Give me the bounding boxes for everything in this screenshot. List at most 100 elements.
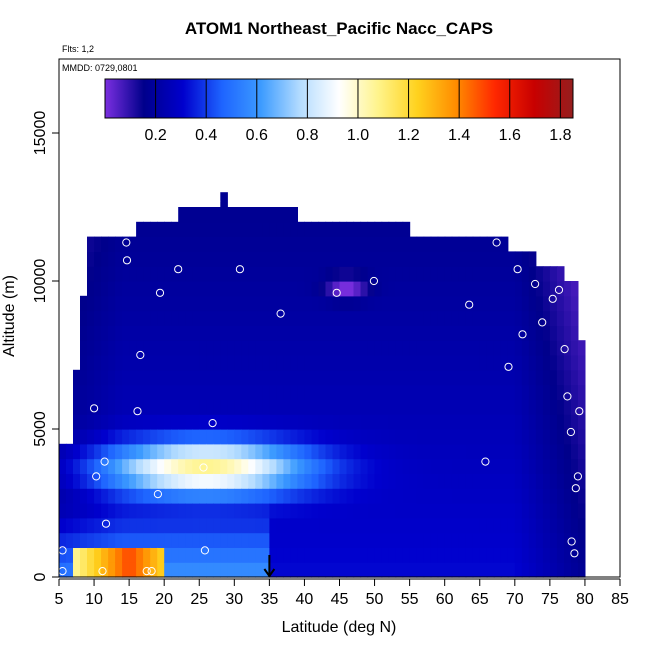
sample-point: [142, 567, 151, 576]
heatmap-cell: [374, 266, 383, 282]
heatmap-cell: [549, 281, 558, 297]
heatmap-cell: [220, 503, 228, 519]
heatmap-cell: [325, 325, 334, 341]
heatmap-cell: [451, 355, 460, 371]
heatmap-cell: [150, 340, 158, 356]
heatmap-cell: [493, 236, 502, 252]
heatmap-cell: [157, 562, 165, 578]
heatmap-cell: [136, 399, 144, 415]
heatmap-cell: [269, 458, 277, 474]
heatmap-cell: [570, 369, 579, 386]
heatmap-cell: [486, 251, 495, 267]
heatmap-cell: [276, 369, 284, 386]
heatmap-cell: [206, 355, 214, 371]
heatmap-cell: [325, 473, 334, 489]
heatmap-cell: [122, 488, 130, 504]
heatmap-cell: [409, 369, 418, 386]
heatmap-cell: [430, 458, 439, 474]
heatmap-cell: [381, 295, 390, 312]
heatmap-cell: [360, 429, 369, 445]
heatmap-cell: [136, 236, 144, 252]
heatmap-cell: [339, 547, 348, 563]
heatmap-cell: [136, 384, 144, 400]
heatmap-cell: [493, 295, 502, 312]
heatmap-cell: [437, 310, 446, 326]
heatmap-cell: [416, 251, 425, 267]
heatmap-cell: [423, 503, 432, 519]
heatmap-cell: [549, 458, 558, 474]
heatmap-cell: [290, 517, 298, 534]
heatmap-cell: [437, 325, 446, 341]
heatmap-cell: [367, 310, 376, 326]
heatmap-cell: [101, 517, 109, 534]
heatmap-cell: [234, 236, 242, 252]
heatmap-cell: [388, 236, 397, 252]
heatmap-cell: [528, 399, 537, 415]
heatmap-cell: [220, 443, 228, 460]
heatmap-cell: [136, 429, 144, 445]
heatmap-cell: [395, 443, 404, 460]
heatmap-cell: [570, 399, 579, 415]
heatmap-cell: [234, 384, 242, 400]
heatmap-cell: [206, 547, 214, 563]
heatmap-cell: [185, 562, 193, 578]
heatmap-cell: [171, 562, 179, 578]
heatmap-cell: [304, 295, 312, 312]
heatmap-cell: [437, 340, 446, 356]
heatmap-cell: [192, 207, 200, 223]
heatmap-cell: [227, 355, 235, 371]
heatmap-cell: [395, 281, 404, 297]
heatmap-cell: [108, 517, 116, 534]
sample-point: [513, 265, 522, 274]
heatmap-cell: [353, 281, 362, 297]
heatmap-cell: [465, 355, 474, 371]
heatmap-cell: [451, 458, 460, 474]
heatmap-cell: [276, 414, 284, 430]
heatmap-cell: [500, 429, 509, 445]
heatmap-cell: [479, 488, 488, 504]
heatmap-cell: [101, 355, 109, 371]
heatmap-cell: [437, 503, 446, 519]
heatmap-cell: [150, 251, 158, 267]
heatmap-cell: [374, 281, 383, 297]
heatmap-cell: [213, 207, 221, 223]
heatmap-cell: [255, 517, 263, 534]
heatmap-cell: [129, 340, 137, 356]
heatmap-cell: [563, 517, 572, 534]
heatmap-cell: [521, 310, 530, 326]
heatmap-cell: [262, 207, 270, 223]
heatmap-cell: [87, 384, 95, 400]
heatmap-cell: [493, 251, 502, 267]
heatmap-cell: [395, 399, 404, 415]
heatmap-cell: [276, 310, 284, 326]
heatmap-cell: [185, 369, 193, 386]
heatmap-cell: [542, 384, 551, 400]
heatmap-cell: [115, 236, 123, 252]
heatmap-cell: [514, 384, 523, 400]
heatmap-cell: [542, 369, 551, 386]
heatmap-cell: [290, 221, 298, 238]
heatmap-cell: [374, 532, 383, 548]
heatmap-cell: [528, 488, 537, 504]
heatmap-cell: [178, 562, 186, 578]
heatmap-cell: [423, 414, 432, 430]
heatmap-cell: [374, 503, 383, 519]
heatmap-cell: [416, 399, 425, 415]
heatmap-cell: [290, 443, 298, 460]
heatmap-cell: [514, 458, 523, 474]
heatmap-cell: [346, 473, 355, 489]
heatmap-cell: [318, 266, 327, 282]
heatmap-cell: [283, 281, 291, 297]
heatmap-cell: [409, 443, 418, 460]
heatmap-cell: [227, 414, 235, 430]
heatmap-cell: [437, 443, 446, 460]
heatmap-cell: [311, 251, 320, 267]
heatmap-cell: [416, 236, 425, 252]
x-tick-label: 20: [155, 591, 173, 608]
heatmap-cell: [73, 532, 81, 548]
heatmap-cell: [521, 473, 530, 489]
heatmap-cell: [164, 547, 172, 563]
heatmap-cell: [150, 473, 158, 489]
heatmap-cell: [451, 281, 460, 297]
heatmap-cell: [556, 369, 565, 386]
